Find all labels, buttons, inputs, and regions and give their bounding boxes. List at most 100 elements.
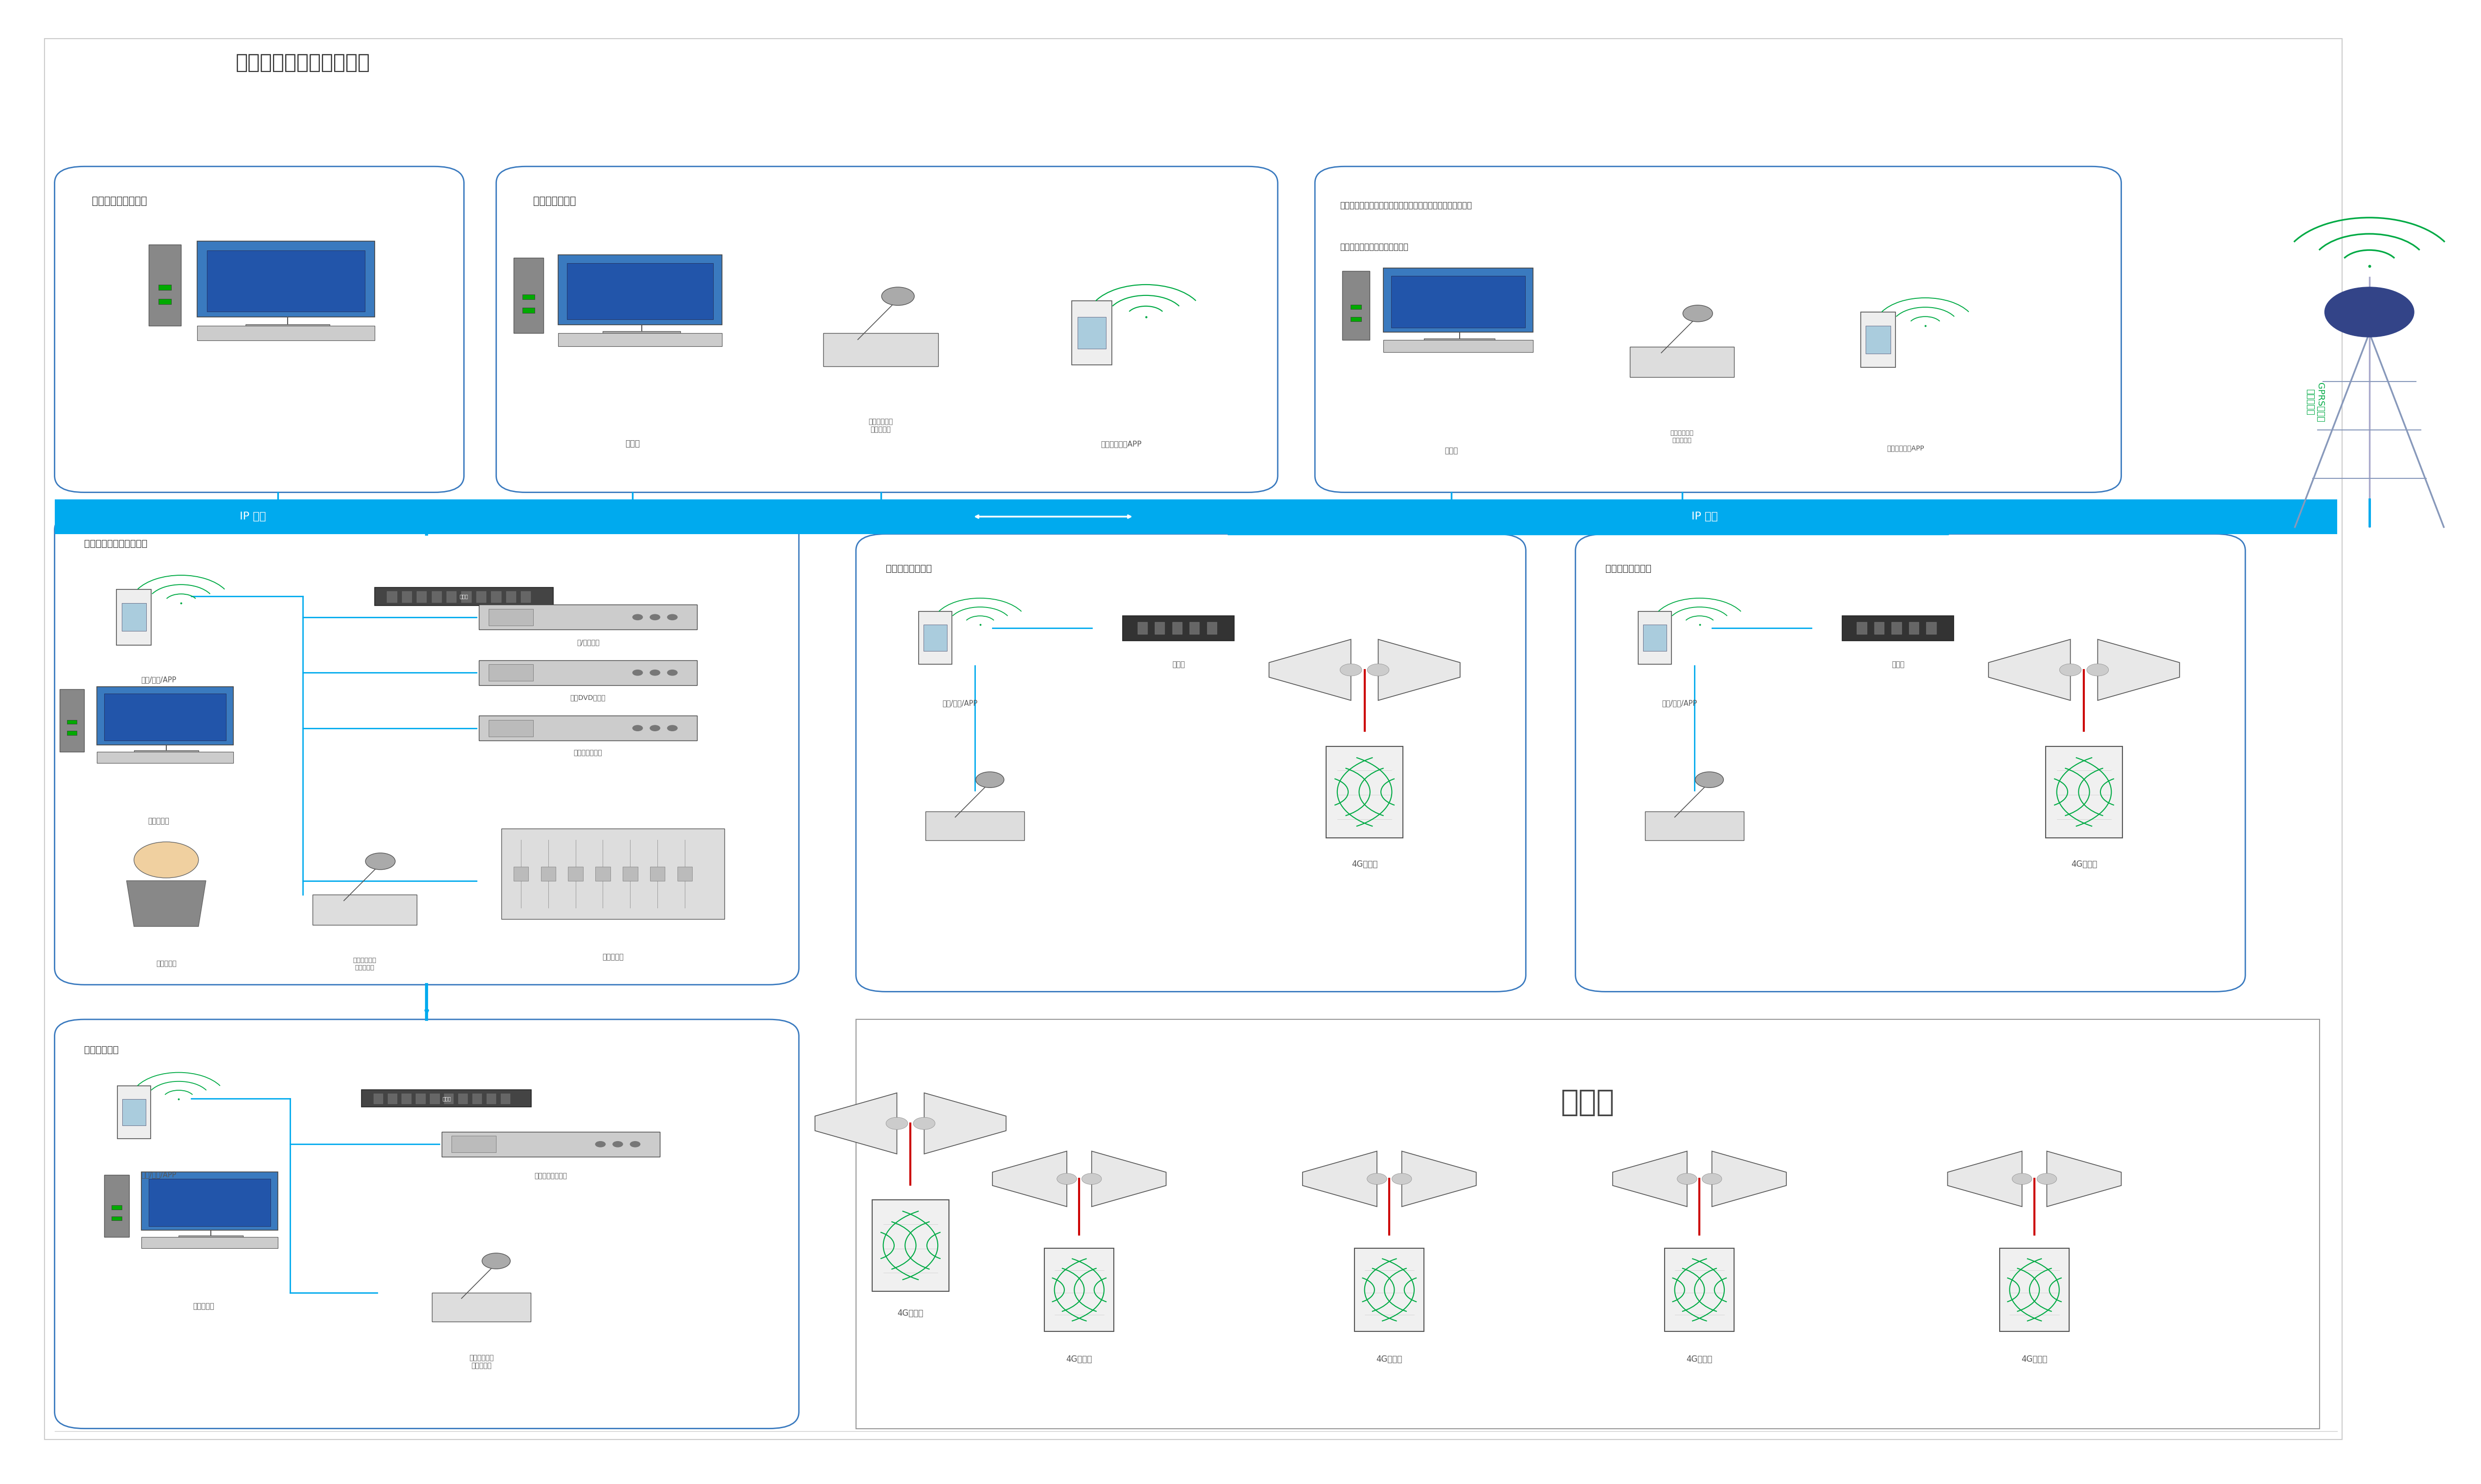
Polygon shape bbox=[992, 1152, 1067, 1206]
Text: IP 主网: IP 主网 bbox=[1692, 512, 1717, 521]
Bar bbox=[925, 812, 1025, 840]
Text: 4G收扩机: 4G收扩机 bbox=[1687, 1355, 1712, 1364]
Bar bbox=[1392, 276, 1526, 328]
Bar bbox=[1121, 616, 1233, 641]
Circle shape bbox=[913, 1117, 935, 1129]
Bar bbox=[387, 1094, 397, 1104]
Bar bbox=[117, 589, 151, 646]
Circle shape bbox=[2087, 663, 2109, 677]
Text: 镇级控制中心: 镇级控制中心 bbox=[84, 1045, 119, 1055]
Text: 电话、短信、APP: 电话、短信、APP bbox=[1102, 441, 1141, 448]
Circle shape bbox=[1677, 1174, 1697, 1184]
Circle shape bbox=[633, 726, 643, 732]
Bar bbox=[918, 611, 953, 665]
Bar bbox=[117, 1086, 151, 1138]
Bar bbox=[1072, 301, 1111, 365]
Text: 4G收扩机: 4G收扩机 bbox=[2022, 1355, 2047, 1364]
Text: 网络调音台: 网络调音台 bbox=[603, 953, 623, 960]
Bar bbox=[2047, 746, 2121, 837]
FancyBboxPatch shape bbox=[1575, 534, 2245, 991]
Bar bbox=[489, 608, 533, 625]
Circle shape bbox=[1702, 1174, 1722, 1184]
FancyBboxPatch shape bbox=[55, 513, 799, 985]
Bar bbox=[417, 1094, 424, 1104]
Bar bbox=[402, 1094, 412, 1104]
Bar bbox=[856, 1020, 2320, 1429]
Bar bbox=[67, 720, 77, 724]
Circle shape bbox=[1340, 663, 1362, 677]
Bar bbox=[1154, 622, 1164, 635]
FancyBboxPatch shape bbox=[55, 166, 464, 493]
Bar bbox=[523, 295, 533, 300]
Text: 口话短信广播主机: 口话短信广播主机 bbox=[533, 1172, 568, 1180]
Bar bbox=[558, 332, 722, 346]
Bar bbox=[501, 828, 724, 919]
Bar bbox=[1928, 622, 1938, 635]
Polygon shape bbox=[1402, 1152, 1476, 1206]
Bar bbox=[568, 263, 712, 319]
Circle shape bbox=[630, 1141, 640, 1147]
Text: 行政村级控制中心: 行政村级控制中心 bbox=[1605, 564, 1652, 573]
Circle shape bbox=[1695, 772, 1724, 788]
Bar bbox=[1866, 326, 1891, 353]
Bar bbox=[159, 298, 171, 304]
Bar bbox=[541, 867, 556, 880]
Polygon shape bbox=[1613, 1152, 1687, 1206]
Text: 电话、短信、APP: 电话、短信、APP bbox=[1886, 445, 1925, 451]
Bar bbox=[447, 592, 457, 603]
Bar bbox=[313, 895, 417, 925]
Bar bbox=[1355, 1248, 1424, 1331]
Polygon shape bbox=[923, 1092, 1007, 1155]
Bar bbox=[558, 255, 722, 325]
Text: 自然村: 自然村 bbox=[1561, 1088, 1615, 1117]
Circle shape bbox=[633, 614, 643, 620]
Bar bbox=[1876, 622, 1886, 635]
Bar bbox=[1642, 625, 1667, 651]
Circle shape bbox=[650, 669, 660, 675]
Bar bbox=[432, 592, 442, 603]
Bar bbox=[486, 1094, 496, 1104]
Bar bbox=[1645, 812, 1744, 840]
Bar bbox=[923, 625, 948, 651]
Bar bbox=[387, 592, 397, 603]
Bar bbox=[442, 1132, 660, 1156]
Circle shape bbox=[886, 1117, 908, 1129]
Bar bbox=[141, 1238, 278, 1248]
Bar bbox=[514, 867, 528, 880]
Bar bbox=[1350, 304, 1362, 309]
Circle shape bbox=[134, 841, 198, 879]
Bar bbox=[1861, 312, 1895, 368]
FancyBboxPatch shape bbox=[856, 534, 1526, 991]
Bar bbox=[375, 1094, 382, 1104]
Bar bbox=[1384, 340, 1533, 352]
Circle shape bbox=[1367, 663, 1389, 677]
Circle shape bbox=[365, 853, 394, 870]
Text: 数字网络远程
广播呼叫站: 数字网络远程 广播呼叫站 bbox=[1670, 430, 1695, 444]
Text: 电话/短信/APP: 电话/短信/APP bbox=[141, 675, 176, 683]
Polygon shape bbox=[1092, 1152, 1166, 1206]
Bar bbox=[1171, 622, 1181, 635]
Polygon shape bbox=[1948, 1152, 2022, 1206]
Text: 领导指挥台: 领导指挥台 bbox=[156, 960, 176, 968]
Text: 县级应急广播云控制中心: 县级应急广播云控制中心 bbox=[84, 539, 146, 548]
Circle shape bbox=[595, 1141, 605, 1147]
Text: 应急广播中心系统拓扑图: 应急广播中心系统拓扑图 bbox=[236, 52, 370, 73]
Polygon shape bbox=[1303, 1152, 1377, 1206]
Bar bbox=[1045, 1248, 1114, 1331]
Bar bbox=[1856, 622, 1868, 635]
Bar bbox=[432, 1293, 531, 1322]
Bar bbox=[149, 245, 181, 326]
Bar bbox=[122, 1100, 146, 1125]
Bar bbox=[1665, 1248, 1734, 1331]
Circle shape bbox=[481, 1252, 511, 1269]
Text: 路由器: 路由器 bbox=[1171, 660, 1186, 668]
Bar bbox=[1910, 622, 1920, 635]
Circle shape bbox=[2325, 286, 2414, 337]
Bar bbox=[417, 592, 427, 603]
Circle shape bbox=[613, 1141, 623, 1147]
Bar bbox=[122, 604, 146, 631]
Bar bbox=[459, 1094, 469, 1104]
Bar bbox=[1191, 622, 1201, 635]
Text: 数字网络远程
广播呼叫站: 数字网络远程 广播呼叫站 bbox=[868, 418, 893, 433]
Circle shape bbox=[881, 286, 915, 306]
